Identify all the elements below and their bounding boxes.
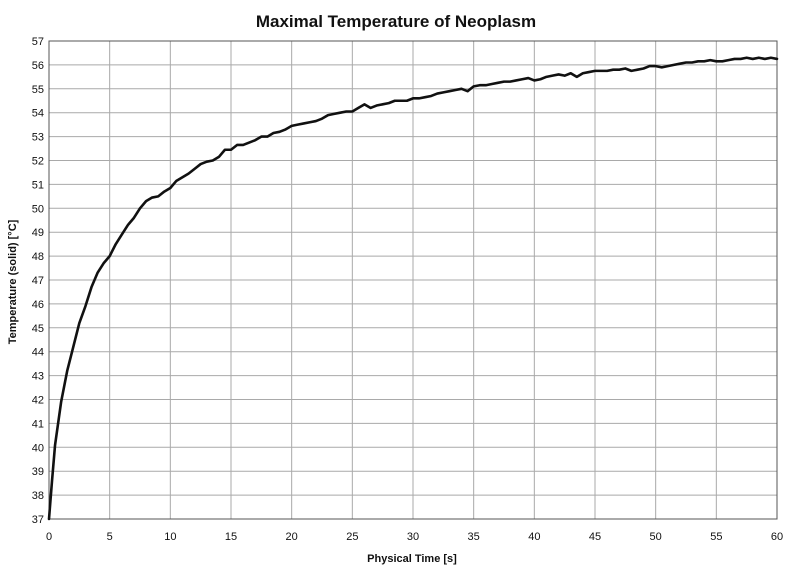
y-tick-label: 56 (32, 60, 44, 72)
x-tick-label: 5 (107, 531, 113, 543)
y-tick-label: 38 (32, 490, 44, 502)
temperature-series-line (47, 56, 779, 521)
x-tick-label: 0 (46, 531, 52, 543)
x-tick-label: 45 (589, 531, 601, 543)
x-tick-label: 20 (286, 531, 298, 543)
y-tick-label: 40 (32, 442, 44, 454)
x-tick-label: 55 (710, 531, 722, 543)
y-axis-label: Temperature (solid) [°C] (7, 219, 19, 344)
y-tick-label: 46 (32, 299, 44, 311)
y-tick-label: 43 (32, 371, 44, 383)
x-tick-labels: 0 5 10 15 20 25 30 35 40 45 50 55 60 (46, 531, 783, 543)
x-tick-label: 25 (346, 531, 358, 543)
y-tick-label: 52 (32, 156, 44, 168)
grid (48, 40, 778, 520)
y-tick-label: 49 (32, 227, 44, 239)
y-tick-label: 42 (32, 395, 44, 407)
y-tick-label: 39 (32, 466, 44, 478)
y-tick-label: 47 (32, 275, 44, 287)
y-tick-label: 37 (32, 514, 44, 526)
y-tick-label: 41 (32, 418, 44, 430)
x-axis-label: Physical Time [s] (367, 553, 457, 565)
x-tick-label: 40 (528, 531, 540, 543)
x-tick-label: 30 (407, 531, 419, 543)
y-tick-label: 50 (32, 203, 44, 215)
x-tick-label: 15 (225, 531, 237, 543)
y-tick-label: 57 (32, 36, 44, 48)
y-tick-label: 55 (32, 84, 44, 96)
x-tick-label: 10 (164, 531, 176, 543)
y-tick-labels: 37 38 39 40 41 42 43 44 45 46 47 48 49 50 51 52 53 54 55 56… (32, 36, 44, 526)
x-tick-label: 35 (468, 531, 480, 543)
y-tick-label: 44 (32, 347, 44, 359)
chart-title: Maximal Temperature of Neoplasm (256, 12, 536, 31)
y-tick-label: 51 (32, 179, 44, 191)
y-tick-label: 53 (32, 132, 44, 144)
x-tick-label: 60 (771, 531, 783, 543)
y-tick-label: 54 (32, 108, 44, 120)
plot-area-frame (48, 40, 778, 520)
y-tick-label: 45 (32, 323, 44, 335)
x-tick-label: 50 (650, 531, 662, 543)
y-tick-label: 48 (32, 251, 44, 263)
